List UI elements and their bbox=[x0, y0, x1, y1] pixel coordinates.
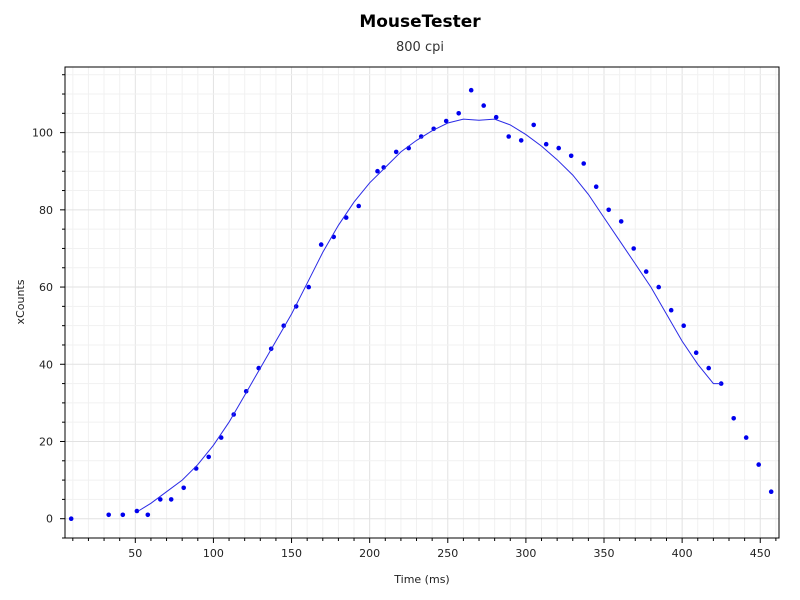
data-point bbox=[375, 168, 380, 174]
data-point bbox=[158, 497, 163, 502]
data-point bbox=[706, 365, 711, 371]
data-point bbox=[543, 141, 549, 147]
data-point bbox=[106, 512, 111, 518]
data-point bbox=[120, 512, 126, 518]
plot-area-border bbox=[64, 66, 780, 539]
data-point bbox=[768, 489, 774, 495]
x-tick-label: 400 bbox=[672, 547, 693, 560]
y-tick-label: 20 bbox=[39, 435, 53, 448]
data-point bbox=[568, 153, 574, 159]
data-point bbox=[506, 134, 512, 139]
y-axis-title: xCounts bbox=[14, 279, 27, 324]
y-tick-label: 40 bbox=[39, 358, 53, 371]
data-point bbox=[168, 497, 174, 502]
data-point bbox=[306, 284, 312, 290]
data-point bbox=[668, 307, 674, 313]
data-point bbox=[593, 184, 599, 189]
y-tick-label: 80 bbox=[39, 204, 53, 217]
chart-subtitle: 800 cpi bbox=[396, 40, 444, 55]
y-tick-label: 100 bbox=[32, 127, 53, 140]
x-tick-label: 200 bbox=[359, 547, 380, 560]
series-line bbox=[138, 118, 722, 512]
data-point bbox=[743, 435, 749, 440]
data-point bbox=[618, 219, 624, 224]
data-point bbox=[731, 416, 736, 421]
data-point bbox=[518, 138, 524, 143]
data-point bbox=[181, 485, 186, 491]
x-tick-label: 100 bbox=[203, 547, 224, 560]
data-point bbox=[693, 350, 699, 356]
data-point bbox=[606, 207, 611, 213]
y-tick-label: 0 bbox=[46, 513, 53, 526]
axes: 50 100 150 200 250 300 350 400 450 0 20 40 60 80 100 bbox=[32, 74, 777, 560]
data-point bbox=[68, 516, 74, 521]
data-point bbox=[481, 103, 487, 108]
data-point bbox=[356, 203, 362, 209]
data-point bbox=[218, 435, 224, 440]
data-point bbox=[456, 111, 462, 116]
data-point bbox=[556, 145, 561, 151]
x-tick-label: 350 bbox=[594, 547, 615, 560]
data-point bbox=[443, 118, 449, 124]
data-point bbox=[206, 454, 211, 460]
data-point bbox=[643, 269, 649, 274]
x-axis-title: Time (ms) bbox=[393, 573, 449, 586]
data-series bbox=[68, 87, 774, 521]
data-point bbox=[681, 323, 686, 329]
data-point bbox=[431, 126, 437, 132]
data-point bbox=[381, 165, 387, 170]
data-point bbox=[145, 512, 151, 518]
x-tick-label: 450 bbox=[750, 547, 771, 560]
data-point bbox=[631, 246, 636, 251]
data-point bbox=[756, 462, 761, 467]
data-point bbox=[281, 323, 287, 329]
data-point bbox=[468, 87, 474, 93]
x-tick-label: 300 bbox=[515, 547, 536, 560]
data-point bbox=[343, 215, 349, 220]
x-tick-label: 150 bbox=[281, 547, 302, 560]
data-point bbox=[134, 508, 140, 514]
data-point bbox=[531, 122, 536, 128]
data-point bbox=[581, 161, 586, 166]
x-tick-label: 250 bbox=[437, 547, 458, 560]
data-point bbox=[493, 114, 499, 120]
data-point bbox=[318, 242, 324, 247]
chart-title: MouseTester bbox=[359, 12, 481, 32]
y-tick-label: 60 bbox=[39, 281, 53, 294]
x-tick-label: 50 bbox=[128, 547, 142, 560]
data-point bbox=[656, 284, 661, 290]
data-point bbox=[393, 149, 399, 155]
